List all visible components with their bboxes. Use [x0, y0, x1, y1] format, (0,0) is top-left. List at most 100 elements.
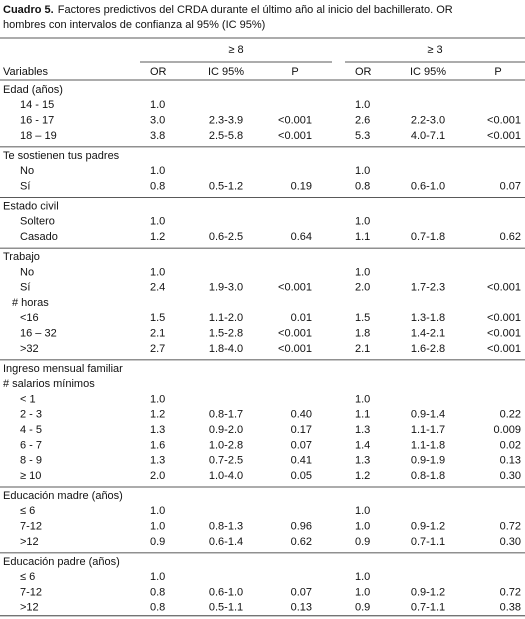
- cell: 1.0: [355, 571, 370, 583]
- cell: 0.9-2.0: [209, 424, 243, 436]
- cell: <0.001: [487, 115, 521, 127]
- cell: 1.6-2.8: [411, 343, 445, 355]
- cell: 0.9: [355, 536, 370, 548]
- title-line: Factores predictivos del CRDA durante el…: [58, 4, 453, 16]
- row-label: >12: [20, 602, 39, 614]
- cell: 1.0: [150, 266, 165, 278]
- cell: 0.6-1.0: [209, 586, 243, 598]
- cell: 1.0: [355, 266, 370, 278]
- cell: 1.0: [150, 165, 165, 177]
- cell: 2.6: [355, 115, 370, 127]
- cell: 0.9-1.4: [411, 409, 445, 421]
- cell: 0.9: [355, 602, 370, 614]
- cell: 0.64: [291, 231, 312, 243]
- cell: 3.0: [150, 115, 165, 127]
- row-label: ≤ 6: [20, 571, 35, 583]
- cell: 1.0: [150, 505, 165, 517]
- group-title: Estado civil: [3, 200, 59, 212]
- cell: 1.0: [150, 521, 165, 533]
- row-label: No: [20, 165, 34, 177]
- cell: 1.5: [150, 312, 165, 324]
- cell: 1.6: [150, 439, 165, 451]
- group-title: Educación madre (años): [3, 490, 123, 502]
- cell: <0.001: [487, 328, 521, 340]
- cell: 1.0: [355, 521, 370, 533]
- column-header: IC 95%: [410, 66, 446, 78]
- cell: 1.1: [355, 409, 370, 421]
- cell: 0.13: [500, 455, 521, 467]
- column-header: Variables: [3, 66, 49, 78]
- cell: 1.4: [355, 439, 370, 451]
- cell: 0.41: [291, 455, 312, 467]
- cell: 1.1-1.8: [411, 439, 445, 451]
- cell: 0.62: [291, 536, 312, 548]
- row-label: 8 - 9: [20, 455, 42, 467]
- group-subtitle: # salarios mínimos: [3, 378, 95, 390]
- cell: 1.0: [150, 216, 165, 228]
- row-label: 7-12: [20, 521, 42, 533]
- row-label: 14 - 15: [20, 99, 54, 111]
- row-label: <16: [20, 312, 39, 324]
- group-title: Trabajo: [3, 251, 40, 263]
- cell: 0.7-2.5: [209, 455, 243, 467]
- cell: 1.0-4.0: [209, 470, 243, 482]
- cell: 0.72: [500, 521, 521, 533]
- cell: 0.9-1.2: [411, 586, 445, 598]
- cell: 0.7-1.8: [411, 231, 445, 243]
- cell: 0.8-1.8: [411, 470, 445, 482]
- cell: 2.0: [355, 282, 370, 294]
- cell: 0.07: [291, 586, 312, 598]
- cell: 0.6-1.4: [209, 536, 243, 548]
- row-label: 6 - 7: [20, 439, 42, 451]
- cell: 0.8: [355, 180, 370, 192]
- cell: 0.22: [500, 409, 521, 421]
- cell: 0.6-1.0: [411, 180, 445, 192]
- row-label: Soltero: [20, 216, 55, 228]
- cell: 1.0: [355, 586, 370, 598]
- cell: 1.4-2.1: [411, 328, 445, 340]
- cell: 1.0: [355, 393, 370, 405]
- cell: 1.2: [150, 409, 165, 421]
- cell: 1.8: [355, 328, 370, 340]
- cell: 1.1-2.0: [209, 312, 243, 324]
- cell: 1.5: [355, 312, 370, 324]
- cell: 1.0: [355, 165, 370, 177]
- group-title: Te sostienen tus padres: [3, 150, 120, 162]
- cell: 0.30: [500, 536, 521, 548]
- cell: 0.7-1.1: [411, 536, 445, 548]
- row-label: Sí: [20, 282, 30, 294]
- cell: 0.8: [150, 586, 165, 598]
- cell: 2.1: [150, 328, 165, 340]
- cell: 1.1-1.7: [411, 424, 445, 436]
- cell: 1.2: [150, 231, 165, 243]
- cell: 0.7-1.1: [411, 602, 445, 614]
- row-label: 4 - 5: [20, 424, 42, 436]
- cell: <0.001: [487, 282, 521, 294]
- cell: 0.17: [291, 424, 312, 436]
- cell: 1.7-2.3: [411, 282, 445, 294]
- row-label: No: [20, 266, 34, 278]
- cell: 2.0: [150, 470, 165, 482]
- cell: 2.4: [150, 282, 165, 294]
- group-title: Educación padre (años): [3, 556, 120, 568]
- cell: 1.3: [355, 455, 370, 467]
- cell: 0.009: [493, 424, 521, 436]
- cell: 2.3-3.9: [209, 115, 243, 127]
- table-label: Cuadro 5.: [3, 4, 54, 16]
- row-label: Casado: [20, 231, 58, 243]
- cell: 1.2: [355, 470, 370, 482]
- cell: <0.001: [487, 130, 521, 142]
- cell: 1.0: [355, 505, 370, 517]
- cell: <0.001: [278, 130, 312, 142]
- cell: 0.38: [500, 602, 521, 614]
- cell: 1.3: [150, 424, 165, 436]
- row-label: < 1: [20, 393, 36, 405]
- cell: 0.5-1.2: [209, 180, 243, 192]
- cell: <0.001: [278, 115, 312, 127]
- cell: 0.05: [291, 470, 312, 482]
- cell: 1.8-4.0: [209, 343, 243, 355]
- cell: 0.01: [291, 312, 312, 324]
- cell: 0.40: [291, 409, 312, 421]
- cell: 1.0: [150, 571, 165, 583]
